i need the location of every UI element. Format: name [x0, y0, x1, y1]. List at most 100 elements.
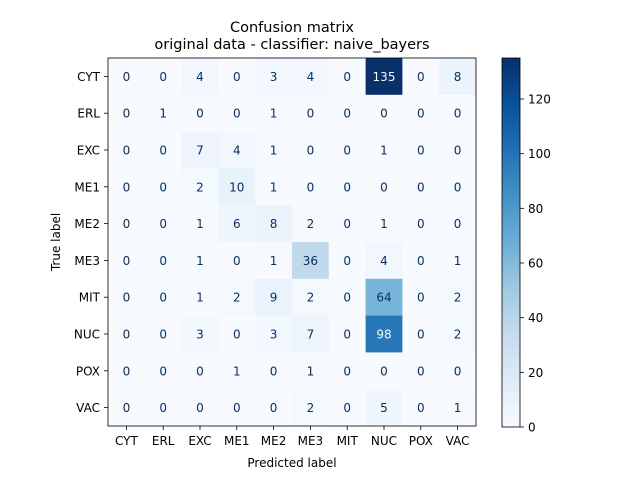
- colorbar-tick-label: 40: [528, 311, 543, 325]
- heatmap-cell: [218, 315, 256, 353]
- colorbar-tick-label: 80: [528, 202, 543, 216]
- cell-value-label: 0: [343, 328, 351, 342]
- x-tick-label: NUC: [371, 434, 397, 448]
- cell-value-label: 2: [307, 291, 315, 305]
- heatmap-cell: [402, 94, 440, 132]
- heatmap-cell: [402, 131, 440, 169]
- cell-value-label: 0: [417, 217, 425, 231]
- cell-value-label: 1: [270, 144, 278, 158]
- heatmap-cell: [144, 242, 182, 280]
- cell-value-label: 0: [123, 364, 131, 378]
- cell-value-label: 0: [159, 291, 167, 305]
- heatmap-cell: [218, 168, 256, 206]
- chart-title: Confusion matrix: [230, 20, 354, 36]
- cell-value-label: 0: [159, 144, 167, 158]
- heatmap-cell: [255, 389, 293, 427]
- heatmap-cell: [365, 94, 403, 132]
- cell-value-label: 0: [417, 328, 425, 342]
- heatmap-cell: [402, 278, 440, 316]
- cell-value-label: 1: [270, 180, 278, 194]
- y-tick-label: VAC: [76, 401, 100, 415]
- cell-value-label: 0: [454, 364, 462, 378]
- cell-value-label: 0: [380, 180, 388, 194]
- heatmap-cell: [181, 205, 219, 243]
- cell-value-label: 0: [123, 107, 131, 121]
- cell-value-label: 7: [196, 144, 204, 158]
- heatmap-cell: [218, 278, 256, 316]
- cell-value-label: 98: [376, 328, 391, 342]
- cell-value-label: 0: [454, 107, 462, 121]
- heatmap-cell: [181, 94, 219, 132]
- heatmap-cell: [218, 94, 256, 132]
- heatmap-cell: [365, 315, 403, 353]
- heatmap-cell: [292, 352, 330, 390]
- cell-value-label: 0: [196, 401, 204, 415]
- cell-value-label: 0: [307, 107, 315, 121]
- cell-value-label: 0: [307, 144, 315, 158]
- heatmap-cell: [144, 94, 182, 132]
- cell-value-label: 2: [196, 180, 204, 194]
- heatmap-cell: [144, 168, 182, 206]
- cell-value-label: 64: [376, 291, 391, 305]
- cell-value-label: 0: [343, 70, 351, 84]
- cell-value-label: 0: [196, 107, 204, 121]
- heatmap-cell: [402, 389, 440, 427]
- cell-value-label: 0: [417, 180, 425, 194]
- heatmap-cell: [402, 205, 440, 243]
- y-tick-label: POX: [76, 364, 100, 378]
- heatmap-cell: [144, 131, 182, 169]
- cell-value-label: 0: [233, 328, 241, 342]
- heatmap-cell: [144, 315, 182, 353]
- y-tick-label: ME1: [74, 180, 100, 194]
- cell-value-label: 0: [343, 107, 351, 121]
- heatmap-cell: [181, 131, 219, 169]
- y-axis-ticks: CYT ERL EXC ME1 ME2 ME3 MIT NUC POX VAC: [74, 70, 108, 415]
- heatmap-cell: [439, 389, 477, 427]
- heatmap-cell: [328, 58, 366, 96]
- heatmap-cell: [292, 278, 330, 316]
- heatmap-cell: [328, 242, 366, 280]
- cell-value-label: 2: [307, 217, 315, 231]
- heatmap-cell: [365, 58, 403, 96]
- heatmap-cell: [328, 315, 366, 353]
- heatmap-cell: [144, 58, 182, 96]
- heatmap-cell: [328, 131, 366, 169]
- x-axis-ticks: CYT ERL EXC ME1 ME2 ME3 MIT NUC POX VAC: [115, 426, 470, 448]
- y-tick-label: ME2: [74, 217, 100, 231]
- heatmap-cell: [292, 205, 330, 243]
- heatmap-cell: [108, 205, 146, 243]
- y-tick-label: ERL: [77, 107, 100, 121]
- x-tick-label: ERL: [152, 434, 175, 448]
- colorbar-tick-label: 120: [528, 93, 551, 107]
- colorbar-ticks: 0 20 40 60 80 100 120: [520, 93, 551, 435]
- cell-value-label: 0: [343, 401, 351, 415]
- heatmap-cell: [144, 278, 182, 316]
- heatmap-cell: [365, 131, 403, 169]
- cell-value-label: 0: [233, 107, 241, 121]
- heatmap-cell: [328, 389, 366, 427]
- cell-value-label: 1: [307, 364, 315, 378]
- cell-value-label: 0: [159, 70, 167, 84]
- heatmap-cell: [292, 168, 330, 206]
- heatmap-cell: [108, 315, 146, 353]
- heatmap-cell: [439, 242, 477, 280]
- cell-value-label: 0: [343, 217, 351, 231]
- cell-value-label: 8: [270, 217, 278, 231]
- cell-value-label: 4: [196, 70, 204, 84]
- heatmap-cell: [292, 315, 330, 353]
- cell-value-label: 0: [343, 364, 351, 378]
- cell-value-label: 0: [343, 291, 351, 305]
- cell-value-label: 2: [454, 328, 462, 342]
- heatmap-cell: [439, 278, 477, 316]
- plot-frame: [107, 57, 477, 427]
- heatmap-cell: [144, 389, 182, 427]
- cell-value-label: 0: [159, 328, 167, 342]
- heatmap-cell: [365, 168, 403, 206]
- cell-value-label: 2: [307, 401, 315, 415]
- cell-value-label: 0: [159, 217, 167, 231]
- cell-value-label: 0: [417, 144, 425, 158]
- y-tick-label: MIT: [79, 291, 101, 305]
- cell-value-label: 0: [159, 364, 167, 378]
- cell-value-labels: 0 0 4 0 3 4 0 135 0 80 1 0 0 1 0 0 0 0 00 0 7 4 1 0 0 1 0 00 0 2 10 1 0 0…: [123, 70, 462, 415]
- heatmap-cell: [108, 168, 146, 206]
